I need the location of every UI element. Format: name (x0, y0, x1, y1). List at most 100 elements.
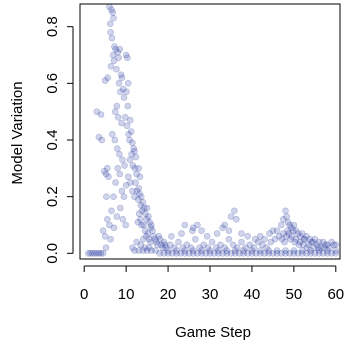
data-point (319, 238, 327, 246)
data-point (119, 216, 127, 223)
data-point (202, 250, 210, 257)
data-point (310, 244, 318, 251)
data-point (114, 145, 121, 152)
data-point (179, 244, 186, 251)
data-point (118, 119, 125, 127)
data-point (320, 244, 328, 251)
data-points (85, 3, 340, 257)
data-point (107, 235, 114, 243)
data-point (283, 213, 291, 220)
data-point (108, 34, 116, 42)
data-point (196, 244, 203, 251)
data-point (129, 187, 136, 195)
data-point (113, 213, 121, 220)
data-point (206, 250, 214, 257)
data-point (141, 227, 149, 234)
data-point (275, 233, 283, 240)
data-point (189, 224, 197, 232)
data-point (111, 136, 119, 144)
data-point (97, 250, 105, 257)
data-point (123, 122, 131, 130)
data-point (85, 250, 92, 257)
data-point (125, 131, 132, 138)
data-point (294, 230, 302, 237)
data-point (231, 207, 238, 215)
data-point (244, 233, 251, 240)
data-point (160, 250, 168, 257)
data-point (280, 230, 287, 237)
data-point (115, 54, 122, 62)
data-point (256, 247, 264, 254)
data-point (162, 244, 170, 251)
data-point (102, 170, 110, 178)
data-point (295, 241, 303, 249)
data-point (131, 193, 138, 200)
data-point (173, 247, 180, 254)
data-point (236, 250, 243, 257)
data-point (314, 244, 322, 251)
data-point (114, 48, 121, 56)
data-point (265, 250, 273, 257)
data-point (124, 80, 132, 87)
data-point (139, 247, 147, 254)
data-point (219, 224, 226, 232)
data-point (104, 74, 111, 81)
data-point (284, 218, 292, 226)
data-point (261, 235, 268, 243)
data-point (91, 250, 98, 257)
data-point (106, 20, 114, 28)
data-point (319, 250, 327, 257)
data-point (110, 193, 117, 200)
data-point (240, 247, 247, 254)
data-point (160, 238, 168, 246)
data-point (95, 250, 103, 257)
data-point (269, 250, 277, 257)
data-point (117, 88, 124, 96)
data-point (131, 165, 139, 172)
data-point (145, 213, 152, 220)
data-point (136, 173, 144, 181)
data-point (206, 247, 214, 254)
data-point (120, 193, 128, 200)
data-point (263, 244, 270, 251)
data-point (269, 227, 277, 234)
x-axis-title: Game Step (175, 324, 251, 341)
data-point (181, 221, 189, 229)
data-point (129, 244, 136, 251)
data-point (113, 65, 120, 73)
data-point (204, 244, 212, 251)
data-point (229, 241, 237, 249)
data-point (110, 224, 118, 232)
data-point (145, 235, 153, 243)
data-point (133, 238, 140, 246)
data-point (296, 238, 304, 246)
data-point (252, 250, 260, 257)
data-point (189, 247, 197, 254)
data-point (287, 235, 294, 243)
data-point (109, 131, 116, 138)
data-point (101, 77, 109, 84)
data-point (89, 250, 96, 257)
x-tick-label: 50 (286, 286, 303, 303)
data-point (142, 210, 149, 217)
data-point (248, 250, 256, 257)
data-point (303, 244, 311, 251)
data-point (124, 54, 131, 62)
data-point (280, 216, 287, 223)
data-point (112, 45, 119, 53)
data-point (110, 57, 118, 65)
data-point (298, 230, 306, 237)
data-point (282, 207, 289, 215)
data-point (137, 193, 145, 200)
data-point (164, 250, 172, 257)
data-point (244, 250, 251, 257)
data-point (141, 244, 149, 251)
data-point (290, 221, 298, 229)
data-point (143, 204, 151, 212)
data-point (122, 51, 130, 59)
data-point (148, 221, 155, 229)
data-point (124, 102, 132, 110)
x-tick-label: 40 (244, 286, 261, 303)
data-point (311, 235, 319, 243)
